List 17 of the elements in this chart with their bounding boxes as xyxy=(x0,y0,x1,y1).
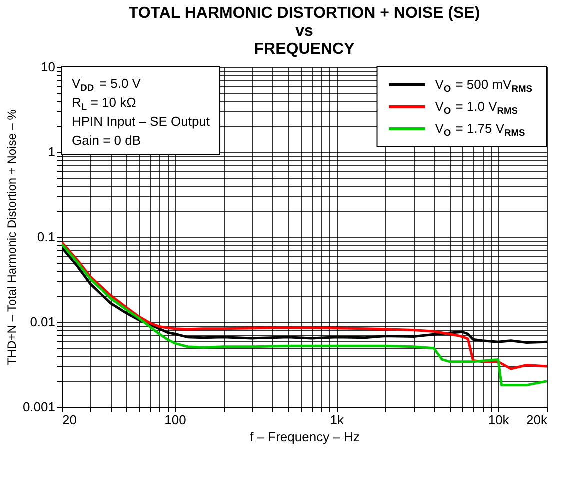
y-tick-label: 1 xyxy=(48,144,56,160)
y-tick-label: 0.001 xyxy=(22,400,56,414)
annotation: HPIN Input – SE Output xyxy=(72,114,210,129)
x-tick-label: 1k xyxy=(330,412,345,428)
x-tick-label: 20k xyxy=(526,412,548,428)
text: TOTAL HARMONIC DISTORTION + NOISE (SE) xyxy=(128,5,480,22)
x-tick-label: 100 xyxy=(164,412,186,428)
y-tick-label: 0.1 xyxy=(37,230,56,244)
y-axis-title: THD+N – Total Harmonic Distortion + Noise – % xyxy=(4,109,19,366)
x-axis-title: f – Frequency – Hz xyxy=(250,430,360,444)
text: FREQUENCY xyxy=(254,41,355,58)
x-tick-label: 20 xyxy=(62,412,77,428)
x-tick-label: 10k xyxy=(488,412,510,428)
text: vs xyxy=(296,23,314,40)
annotation: Gain = 0 dB xyxy=(72,133,142,148)
y-tick-label: 10 xyxy=(41,60,56,74)
y-tick-label: 0.01 xyxy=(30,314,56,330)
